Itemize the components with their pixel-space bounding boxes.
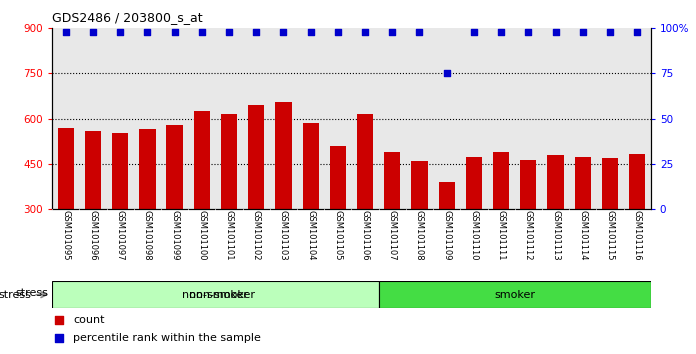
Text: GSM101109: GSM101109 [442, 210, 451, 261]
Bar [493, 152, 509, 209]
Point [387, 29, 398, 35]
Text: GSM101105: GSM101105 [333, 210, 342, 261]
Text: GDS2486 / 203800_s_at: GDS2486 / 203800_s_at [52, 11, 203, 24]
Bar [193, 111, 210, 209]
Bar [303, 123, 319, 209]
Point [414, 29, 425, 35]
Bar [139, 129, 156, 209]
Text: GSM101098: GSM101098 [143, 210, 152, 261]
Bar [58, 128, 74, 209]
Bar [411, 161, 427, 209]
Bar [466, 157, 482, 209]
Bar [112, 133, 128, 209]
Text: smoker: smoker [494, 290, 535, 300]
Text: GSM101102: GSM101102 [252, 210, 261, 261]
Point [604, 29, 615, 35]
Bar [276, 102, 292, 209]
Text: GSM101103: GSM101103 [279, 210, 288, 261]
Point [577, 29, 588, 35]
Text: GSM101111: GSM101111 [497, 210, 505, 261]
Point [54, 335, 65, 341]
Text: GSM101116: GSM101116 [633, 210, 642, 261]
Text: GSM101110: GSM101110 [469, 210, 478, 261]
Point [278, 29, 289, 35]
Bar [547, 155, 564, 209]
Point [61, 29, 72, 35]
Text: GSM101112: GSM101112 [524, 210, 533, 261]
Text: GSM101115: GSM101115 [606, 210, 615, 261]
Bar [575, 157, 591, 209]
Bar [52, 281, 379, 308]
Text: non-smoker: non-smoker [182, 290, 248, 300]
Bar [384, 152, 400, 209]
Bar [330, 146, 346, 209]
Bar [166, 125, 183, 209]
Text: GSM101106: GSM101106 [361, 210, 370, 261]
Point [550, 29, 561, 35]
Point [142, 29, 153, 35]
Text: GSM101104: GSM101104 [306, 210, 315, 261]
Text: stress: stress [15, 288, 48, 298]
Text: GSM101108: GSM101108 [415, 210, 424, 261]
Text: stress: stress [0, 290, 32, 300]
Point [251, 29, 262, 35]
Text: count: count [73, 315, 104, 325]
Text: GSM101101: GSM101101 [225, 210, 234, 261]
Bar [221, 114, 237, 209]
Bar [438, 182, 455, 209]
Point [468, 29, 480, 35]
Text: non-smoker: non-smoker [189, 290, 255, 300]
Point [88, 29, 99, 35]
Point [441, 71, 452, 76]
Point [631, 29, 642, 35]
Point [196, 29, 207, 35]
Bar [629, 154, 645, 209]
Point [169, 29, 180, 35]
Text: GSM101097: GSM101097 [116, 210, 125, 261]
Bar [379, 281, 651, 308]
Point [223, 29, 235, 35]
Text: GSM101107: GSM101107 [388, 210, 397, 261]
Point [523, 29, 534, 35]
Bar [85, 131, 101, 209]
Bar [357, 114, 373, 209]
Bar [602, 158, 618, 209]
Point [115, 29, 126, 35]
Point [496, 29, 507, 35]
Text: percentile rank within the sample: percentile rank within the sample [73, 333, 261, 343]
Bar [248, 105, 264, 209]
Bar [520, 160, 537, 209]
Text: GSM101095: GSM101095 [61, 210, 70, 261]
Point [54, 318, 65, 323]
Point [305, 29, 316, 35]
Text: GSM101100: GSM101100 [198, 210, 206, 261]
Text: GSM101113: GSM101113 [551, 210, 560, 261]
Text: GSM101114: GSM101114 [578, 210, 587, 261]
Point [332, 29, 343, 35]
Text: GSM101099: GSM101099 [170, 210, 179, 261]
Text: GSM101096: GSM101096 [88, 210, 97, 261]
Point [360, 29, 371, 35]
